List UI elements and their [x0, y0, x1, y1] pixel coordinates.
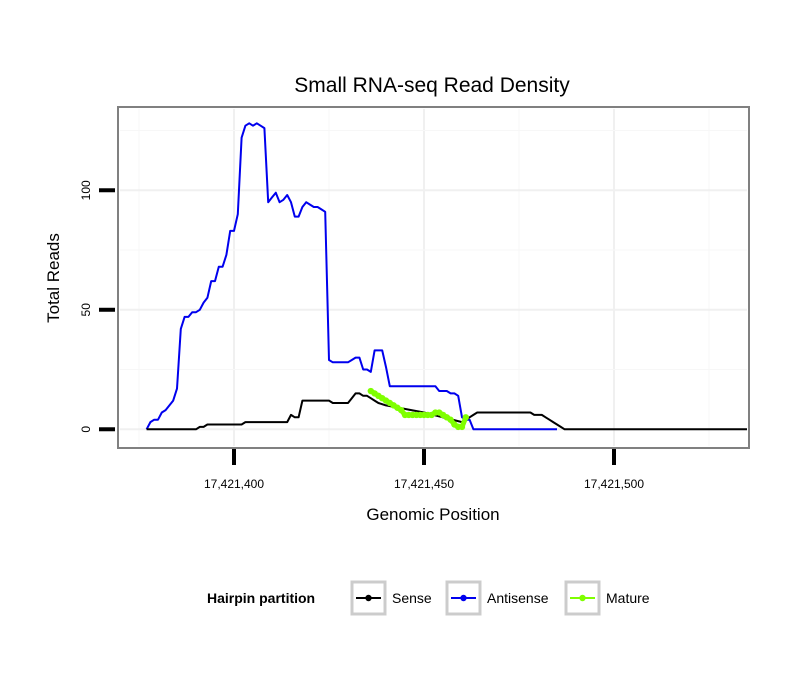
legend-item-mature: Mature	[564, 580, 650, 616]
y-axis: 0 50 100	[79, 180, 115, 433]
legend-title: Hairpin partition	[207, 590, 315, 606]
series-point-mature	[398, 406, 405, 414]
x-tick-label: 17,421,400	[204, 477, 264, 491]
y-tick-label: 100	[79, 180, 93, 200]
legend-key-dot	[460, 594, 467, 602]
legend-items: Sense Antisense Mature	[350, 580, 650, 616]
legend-label: Mature	[606, 590, 650, 606]
series-point-mature	[447, 416, 454, 423]
x-axis: 17,421,400 17,421,450 17,421,500	[204, 449, 644, 491]
series-point-mature	[458, 423, 466, 431]
legend-label: Antisense	[487, 590, 549, 606]
series-line-antisense	[145, 122, 557, 431]
x-tick-label: 17,421,500	[584, 477, 644, 491]
series-layer	[145, 122, 747, 431]
y-tick-label: 50	[79, 303, 93, 317]
x-axis-title: Genomic Position	[366, 505, 499, 524]
legend-item-antisense: Antisense	[445, 580, 549, 616]
legend-label: Sense	[392, 590, 432, 606]
y-axis-title: Total Reads	[44, 233, 63, 323]
series-line-sense	[146, 392, 747, 431]
legend-item-sense: Sense	[350, 580, 432, 616]
x-tick-label: 17,421,450	[394, 477, 454, 491]
legend: Hairpin partition Sense Antisense Mature	[207, 580, 650, 616]
series-point-mature	[462, 414, 469, 421]
legend-key-dot	[365, 594, 372, 602]
grid-lines	[120, 109, 747, 446]
y-tick-label: 0	[79, 426, 93, 433]
plot-panel	[117, 106, 750, 449]
chart-title: Small RNA-seq Read Density	[294, 74, 570, 97]
legend-key-dot	[579, 594, 586, 602]
